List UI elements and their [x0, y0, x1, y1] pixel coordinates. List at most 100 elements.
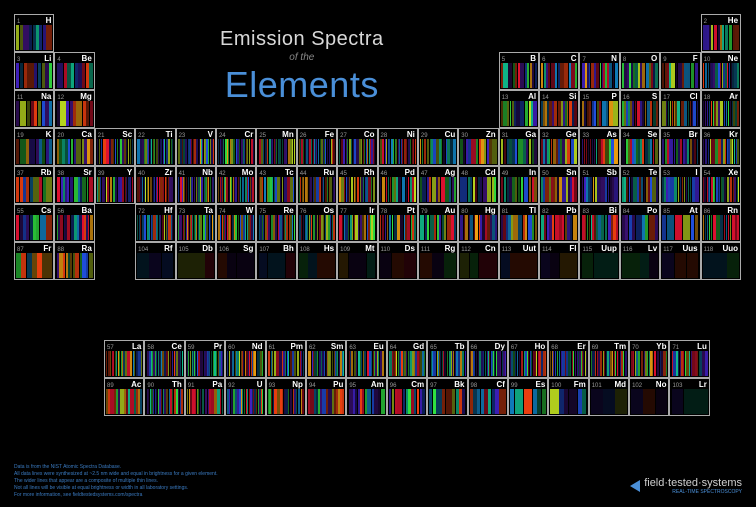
- element-symbol: Lv: [648, 244, 657, 253]
- emission-spectrum: [702, 215, 740, 241]
- emission-spectrum: [540, 177, 578, 203]
- element-symbol: Hf: [164, 206, 172, 215]
- emission-spectrum: [347, 389, 385, 415]
- element-symbol: P: [612, 92, 617, 101]
- emission-spectrum: [702, 177, 740, 203]
- element-symbol: Ru: [323, 168, 334, 177]
- element-cell-no: 102No: [629, 378, 669, 416]
- element-cell-te: 52Te: [620, 166, 660, 204]
- emission-spectrum: [428, 389, 466, 415]
- element-cell-k: 19K: [14, 128, 54, 166]
- element-symbol: Rf: [164, 244, 172, 253]
- element-cell-sr: 38Sr: [54, 166, 94, 204]
- element-cell-os: 76Os: [297, 204, 337, 242]
- emission-spectrum: [388, 351, 426, 377]
- logo-subtitle: REAL-TIME SPECTROSCOPY: [644, 489, 742, 495]
- element-cell-cu: 29Cu: [418, 128, 458, 166]
- element-symbol: Md: [615, 380, 627, 389]
- element-symbol: Uut: [523, 244, 536, 253]
- emission-spectrum: [540, 215, 578, 241]
- element-symbol: Sm: [331, 342, 343, 351]
- element-symbol: Fe: [325, 130, 334, 139]
- element-cell-be: 4Be: [54, 52, 94, 90]
- element-cell-kr: 36Kr: [701, 128, 741, 166]
- element-symbol: Sn: [566, 168, 576, 177]
- element-cell-rb: 37Rb: [14, 166, 54, 204]
- emission-spectrum: [307, 389, 345, 415]
- element-cell-pr: 59Pr: [185, 340, 225, 378]
- element-cell-ta: 73Ta: [176, 204, 216, 242]
- element-cell-al: 13Al: [499, 90, 539, 128]
- element-symbol: Gd: [413, 342, 424, 351]
- element-symbol: I: [695, 168, 697, 177]
- element-cell-sn: 50Sn: [539, 166, 579, 204]
- emission-spectrum: [661, 101, 699, 127]
- element-symbol: Bh: [283, 244, 294, 253]
- element-symbol: Ir: [369, 206, 374, 215]
- element-symbol: Re: [284, 206, 294, 215]
- element-cell-re: 75Re: [256, 204, 296, 242]
- element-symbol: C: [571, 54, 577, 63]
- element-symbol: Be: [82, 54, 92, 63]
- element-symbol: Ti: [166, 130, 173, 139]
- element-symbol: Eu: [374, 342, 384, 351]
- emission-spectrum: [540, 253, 578, 279]
- element-symbol: He: [728, 16, 738, 25]
- emission-spectrum: [630, 389, 668, 415]
- element-cell-sb: 51Sb: [579, 166, 619, 204]
- emission-spectrum: [338, 215, 376, 241]
- element-symbol: Ni: [407, 130, 415, 139]
- element-cell-rh: 45Rh: [337, 166, 377, 204]
- element-cell-c: 6C: [539, 52, 579, 90]
- element-symbol: Zn: [486, 130, 496, 139]
- emission-spectrum: [55, 177, 93, 203]
- element-symbol: Au: [445, 206, 456, 215]
- element-cell-as: 33As: [579, 128, 619, 166]
- element-cell-am: 95Am: [346, 378, 386, 416]
- emission-spectrum: [419, 177, 457, 203]
- element-symbol: Ce: [172, 342, 182, 351]
- element-symbol: Y: [127, 168, 132, 177]
- element-symbol: As: [607, 130, 617, 139]
- element-symbol: K: [46, 130, 52, 139]
- element-cell-th: 90Th: [144, 378, 184, 416]
- element-symbol: Ga: [525, 130, 536, 139]
- element-symbol: Fl: [569, 244, 576, 253]
- element-symbol: Kr: [729, 130, 738, 139]
- element-cell-cs: 55Cs: [14, 204, 54, 242]
- logo-triangle-icon: [630, 480, 640, 492]
- element-cell-ce: 58Ce: [144, 340, 184, 378]
- emission-spectrum: [459, 139, 497, 165]
- element-symbol: Pa: [212, 380, 222, 389]
- element-cell-tm: 69Tm: [589, 340, 629, 378]
- emission-spectrum: [419, 139, 457, 165]
- emission-spectrum: [136, 177, 174, 203]
- element-symbol: Nb: [202, 168, 213, 177]
- element-symbol: Li: [44, 54, 51, 63]
- element-cell-uus: 117Uus: [660, 242, 700, 280]
- element-symbol: Po: [647, 206, 657, 215]
- emission-spectrum: [15, 63, 53, 89]
- element-symbol: Uus: [683, 244, 698, 253]
- element-cell-uuo: 118Uuo: [701, 242, 741, 280]
- element-cell-zr: 40Zr: [135, 166, 175, 204]
- element-cell-yb: 70Yb: [629, 340, 669, 378]
- element-symbol: Bk: [454, 380, 464, 389]
- element-symbol: Ta: [204, 206, 213, 215]
- element-symbol: Cn: [485, 244, 496, 253]
- element-cell-pm: 61Pm: [266, 340, 306, 378]
- emission-spectrum: [55, 215, 93, 241]
- emission-spectrum: [15, 25, 53, 51]
- emission-spectrum: [630, 351, 668, 377]
- element-cell-sm: 62Sm: [306, 340, 346, 378]
- emission-spectrum: [469, 389, 507, 415]
- element-cell-u: 92U: [225, 378, 265, 416]
- emission-spectrum: [217, 253, 255, 279]
- element-cell-ga: 31Ga: [499, 128, 539, 166]
- emission-spectrum: [661, 253, 699, 279]
- element-cell-rn: 86Rn: [701, 204, 741, 242]
- element-symbol: Pu: [333, 380, 343, 389]
- emission-spectrum: [621, 177, 659, 203]
- emission-spectrum: [15, 253, 53, 279]
- element-symbol: Pb: [566, 206, 576, 215]
